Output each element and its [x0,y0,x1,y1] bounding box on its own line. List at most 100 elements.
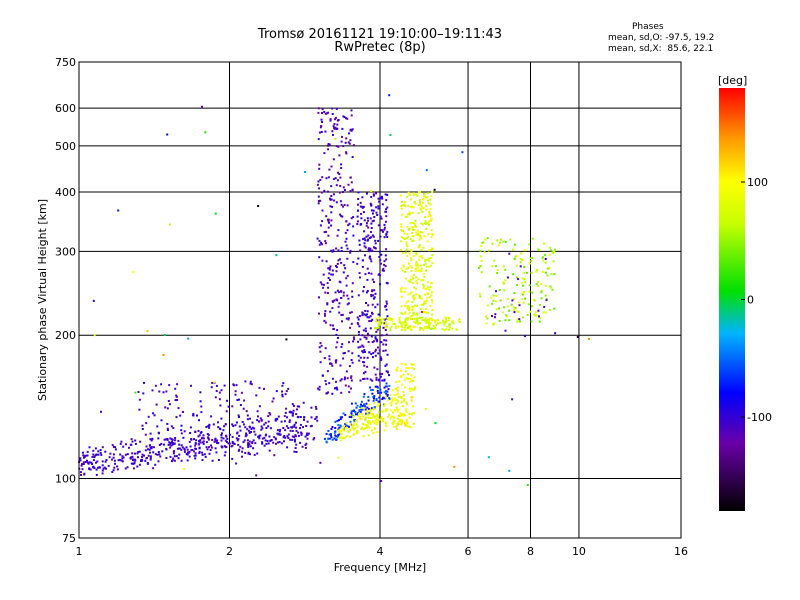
scatter-point [372,399,375,402]
scatter-point [377,418,380,421]
scatter-point [306,420,309,423]
scatter-point [528,290,531,293]
scatter-point [120,459,123,462]
scatter-point [443,329,446,332]
scatter-point [331,113,334,115]
scatter-point [101,446,104,449]
scatter-point [526,314,529,316]
scatter-point [358,417,361,420]
scatter-point [413,368,415,371]
scatter-point [136,452,139,455]
scatter-point [426,311,428,314]
scatter-point [405,317,408,320]
scatter-point [126,453,129,456]
scatter-point [273,454,276,457]
scatter-point [121,457,124,460]
scatter-point [283,440,285,443]
scatter-point [315,407,318,410]
scatter-point [370,335,373,338]
scatter-point [407,367,410,370]
scatter-point [531,237,534,240]
scatter-point [511,398,514,401]
scatter-point [376,328,379,331]
scatter-point [385,396,387,399]
scatter-point [356,425,359,428]
scatter-point [452,322,455,325]
scatter-point [198,440,200,443]
scatter-point [491,315,493,317]
scatter-point [399,376,402,379]
scatter-point [168,441,171,444]
scatter-point [309,425,312,428]
scatter-point [275,390,278,393]
scatter-point [346,229,349,232]
scatter-point [418,258,420,261]
scatter-point [381,269,384,272]
scatter-point [185,446,188,449]
scatter-point [186,459,189,462]
scatter-point [139,440,142,443]
scatter-point [354,411,357,414]
scatter-point [358,243,361,246]
scatter-point [377,313,380,316]
scatter-point [173,455,176,458]
scatter-point [338,291,341,294]
scatter-point [149,438,152,441]
scatter-point [499,241,501,244]
scatter-point [355,418,358,421]
scatter-point [545,299,548,302]
scatter-point [370,222,373,225]
scatter-point [407,425,410,428]
scatter-point [369,255,371,258]
scatter-point [365,402,368,405]
scatter-point [362,329,365,332]
scatter-point [279,433,282,436]
scatter-point [235,462,238,465]
scatter-point [208,452,211,455]
scatter-point [211,438,214,441]
scatter-point [168,443,171,446]
scatter-point [202,437,205,440]
scatter-point [334,177,337,180]
scatter-point [174,439,177,442]
scatter-point [323,189,326,192]
scatter-point [181,411,184,413]
scatter-point [371,392,374,395]
scatter-point [369,202,372,205]
scatter-point [119,453,122,456]
scatter-point [238,398,240,401]
scatter-point [328,272,331,275]
scatter-point [220,417,223,420]
scatter-point [382,349,385,352]
scatter-point [352,428,355,431]
scatter-point [295,451,298,453]
scatter-point [527,303,530,306]
scatter-point [383,397,386,400]
scatter-point [513,257,516,260]
scatter-point [386,282,389,285]
scatter-point [506,276,509,279]
scatter-point [231,444,234,447]
scatter-point [250,427,253,430]
scatter-point [356,432,359,435]
scatter-point [284,429,287,432]
scatter-point [420,208,423,211]
scatter-point [365,426,368,429]
scatter-point [341,436,344,439]
scatter-point [395,327,398,330]
chart-title: Tromsø 20161121 19:10:00–19:11:43 [257,27,503,42]
scatter-point [145,422,148,425]
scatter-point [340,250,343,252]
scatter-point [447,328,450,331]
scatter-point [176,447,179,450]
scatter-point [393,322,396,325]
scatter-point [512,273,515,276]
scatter-point [337,336,339,339]
scatter-point [358,409,361,411]
scatter-point [358,315,361,318]
scatter-point [345,317,348,320]
scatter-point [423,192,425,195]
scatter-point [167,400,170,402]
scatter-point [130,443,133,446]
scatter-point [248,453,251,456]
